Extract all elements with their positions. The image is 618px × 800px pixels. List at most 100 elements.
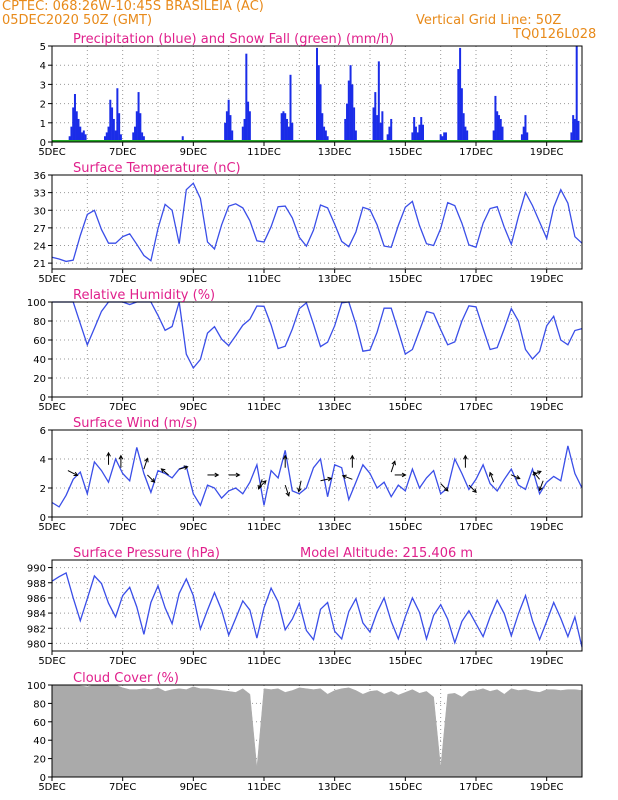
precip-bar — [77, 118, 80, 142]
y-tick-label: 988 — [27, 579, 46, 590]
wind-arrowhead — [327, 476, 333, 482]
y-tick-label: 5 — [40, 42, 46, 53]
x-tick-label: 9DEC — [180, 402, 207, 413]
wind-arrowhead — [349, 454, 355, 460]
precip-bar — [243, 118, 246, 142]
precip-bar — [439, 134, 442, 142]
x-tick-label: 15DEC — [388, 522, 422, 533]
precip-bar — [376, 115, 379, 142]
precip-bar — [416, 132, 419, 142]
wind-vector — [342, 475, 353, 480]
precip-bar — [351, 84, 354, 142]
x-tick-label: 7DEC — [109, 402, 136, 413]
rh-title: Relative Humidity (%) — [73, 288, 215, 303]
x-tick-label: 9DEC — [180, 147, 207, 158]
precip-bar — [68, 136, 71, 142]
precip-bar — [107, 126, 110, 142]
x-tick-label: 11DEC — [247, 656, 281, 667]
precip-bar — [443, 132, 446, 142]
precip-bar — [111, 107, 114, 142]
x-tick-label: 17DEC — [459, 274, 493, 285]
precip-bar — [224, 122, 227, 142]
precip-bar — [284, 113, 287, 142]
precip-bar — [291, 122, 294, 142]
wind-vector — [533, 471, 540, 480]
precip-bar — [466, 130, 469, 142]
x-tick-label: 17DEC — [459, 402, 493, 413]
header-grid-note: Vertical Grid Line: 50Z — [416, 13, 562, 28]
precip-bar — [414, 126, 417, 142]
y-tick-label: 0 — [40, 773, 46, 784]
precip-bar — [349, 65, 352, 142]
precip-bar — [457, 69, 460, 142]
precip-bar — [116, 88, 119, 142]
precip-bar — [227, 99, 230, 142]
precip-title: Precipitation (blue) and Snow Fall (gree… — [73, 32, 394, 47]
y-tick-label: 60 — [33, 718, 46, 729]
y-tick-label: 2 — [40, 100, 46, 111]
wind-vector — [161, 468, 169, 476]
header-station: CPTEC: 068:26W-10:45S BRASILEIA (AC) — [2, 0, 264, 14]
y-tick-label: 80 — [33, 317, 46, 328]
y-tick-label: 4 — [40, 455, 46, 466]
y-tick-label: 24 — [33, 242, 46, 253]
x-tick-label: 9DEC — [180, 522, 207, 533]
precip-bar — [105, 132, 108, 142]
header-date: 05DEC2020 50Z (GMT) — [2, 13, 153, 28]
precip-bar — [570, 132, 573, 142]
precip-bar — [70, 126, 73, 142]
wind-panel: 0 2 4 6 5DEC 7DEC 9DEC 11DEC 13DEC 15DEC 17DEC 19DE… — [38, 416, 583, 533]
x-tick-label: 9DEC — [180, 656, 207, 667]
precip-bar — [317, 65, 320, 142]
wind-arrowhead — [297, 487, 302, 493]
panel-frame — [51, 429, 583, 518]
wind-arrowhead — [536, 470, 542, 475]
wind-arrowhead — [235, 472, 241, 478]
precip-bar — [321, 113, 324, 142]
precip-bar — [573, 118, 576, 142]
y-tick-label: 0 — [40, 138, 46, 149]
precip-bar — [72, 107, 75, 142]
precip-bar — [141, 132, 144, 142]
wind-arrowhead — [515, 475, 521, 480]
wind-arrowhead — [261, 480, 267, 485]
x-tick-label: 15DEC — [388, 656, 422, 667]
wind-arrowhead — [472, 488, 477, 494]
panel-frame — [51, 301, 583, 398]
wind-vector — [390, 461, 396, 473]
precip-bar — [241, 126, 244, 142]
wind-arrowhead — [214, 472, 220, 478]
precip-bar — [119, 134, 122, 142]
x-tick-label: 15DEC — [388, 782, 422, 793]
precip-bar — [84, 134, 87, 142]
panel-frame — [51, 45, 583, 143]
cloud-title: Cloud Cover (%) — [73, 671, 179, 686]
x-tick-label: 7DEC — [109, 782, 136, 793]
precip-bar — [289, 74, 292, 142]
y-tick-label: 990 — [27, 564, 46, 575]
x-tick-label: 9DEC — [180, 782, 207, 793]
wind-arrowhead — [532, 471, 538, 477]
x-tick-label: 7DEC — [109, 147, 136, 158]
rh-panel: 0 20 40 60 80 100 5DEC 7DEC 9DEC 11DEC 13DEC 15DEC 1… — [27, 288, 583, 413]
x-tick-label: 11DEC — [247, 147, 281, 158]
x-tick-label: 5DEC — [38, 402, 65, 413]
precip-bar — [381, 111, 384, 142]
precip-bar — [501, 126, 504, 142]
precip-bar — [464, 126, 467, 142]
wind-arrowhead — [443, 486, 449, 492]
precip-bar — [245, 53, 248, 142]
precip-bar — [282, 111, 285, 142]
y-tick-label: 980 — [27, 639, 46, 650]
wind-arrowhead — [285, 491, 291, 497]
wind-vector — [179, 466, 188, 470]
panel-frame — [51, 174, 583, 270]
precip-bar — [460, 88, 463, 142]
y-tick-label: 60 — [33, 336, 46, 347]
wind-arrowhead — [73, 471, 79, 477]
precip-bar — [109, 99, 112, 142]
y-tick-label: 6 — [40, 426, 46, 437]
precip-bar — [379, 122, 382, 142]
precip-bar — [346, 103, 349, 142]
temp-panel: 21 24 27 30 33 36 5DEC 7DEC 9DEC 11DEC 13DEC 15DEC 1… — [33, 161, 583, 285]
